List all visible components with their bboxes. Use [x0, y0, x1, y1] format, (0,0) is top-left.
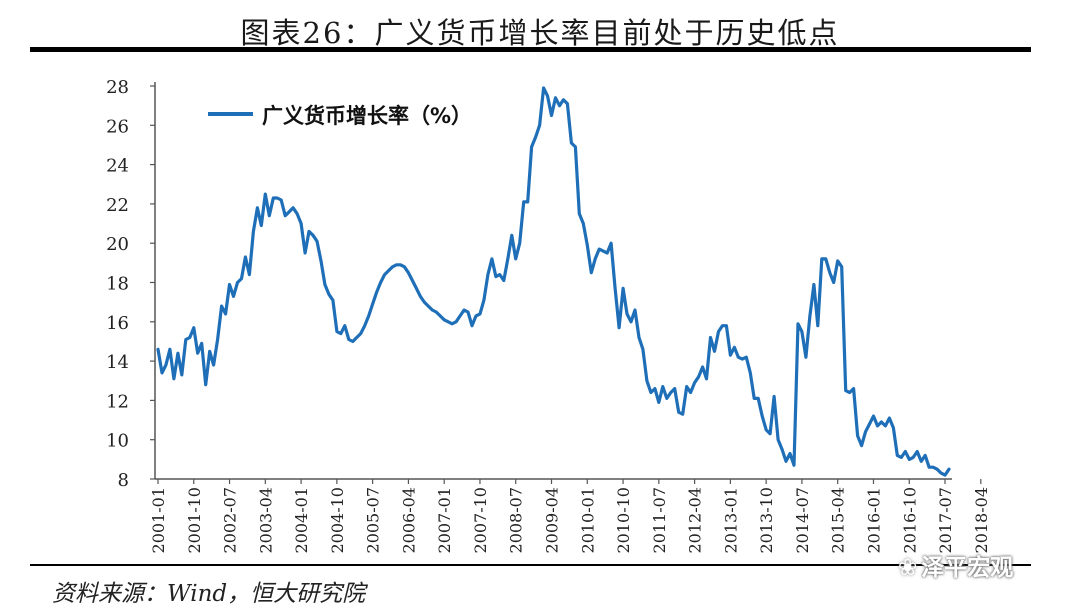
source-note: 资料来源：Wind，恒大研究院: [52, 581, 366, 607]
x-tick-label: 2010-10: [614, 487, 633, 553]
y-tick-label: 10: [106, 431, 129, 452]
x-tick-label: 2001-01: [149, 487, 168, 553]
x-tick-label: 2018-04: [972, 487, 991, 553]
x-tick-label: 2007-10: [471, 487, 490, 553]
line-chart: 8 10 12 14 16 18 20 22 24 26 28 2001-01 2001-10 2002…: [106, 77, 991, 553]
x-axis-ticks: 2001-01 2001-10 2002-07 2003-04 2004-01 2004-…: [149, 479, 991, 553]
y-axis-ticks: 8 10 12 14 16 18 20 22 24 26 28: [106, 77, 155, 491]
x-tick-label: 2002-07: [221, 487, 240, 553]
watermark: ❀ 泽平宏观: [898, 548, 1013, 582]
x-tick-label: 2009-04: [543, 487, 562, 553]
x-tick-label: 2004-01: [292, 487, 311, 553]
y-tick-label: 14: [106, 352, 129, 373]
watermark-label: 泽平宏观: [921, 555, 1014, 581]
x-tick-label: 2006-04: [399, 487, 418, 553]
x-tick-label: 2014-07: [793, 487, 812, 553]
x-tick-label: 2013-10: [757, 487, 776, 553]
x-tick-label: 2011-07: [650, 487, 669, 553]
title-divider: [30, 47, 1031, 52]
y-tick-label: 8: [118, 470, 129, 491]
x-tick-label: 2003-04: [256, 487, 275, 553]
y-tick-label: 16: [106, 313, 129, 334]
x-tick-label: 2017-07: [936, 487, 955, 553]
y-tick-label: 20: [106, 234, 129, 255]
x-tick-label: 2016-10: [900, 487, 919, 553]
y-tick-label: 24: [106, 156, 129, 177]
x-tick-label: 2007-01: [435, 487, 454, 553]
y-tick-label: 12: [106, 391, 129, 412]
x-tick-label: 2013-01: [721, 487, 740, 553]
series-layer: [156, 86, 951, 477]
x-tick-label: 2005-07: [364, 487, 383, 553]
wechat-icon: ❀: [898, 555, 918, 581]
legend-label: 广义货币增长率（%）: [262, 104, 472, 128]
y-tick-label: 22: [106, 195, 129, 216]
legend: 广义货币增长率（%）: [208, 104, 472, 128]
y-tick-label: 26: [106, 116, 129, 137]
x-tick-label: 2010-01: [578, 487, 597, 553]
y-tick-label: 28: [106, 77, 129, 98]
source-divider: [30, 564, 1031, 566]
x-tick-label: 2016-01: [864, 487, 883, 553]
x-tick-label: 2001-10: [185, 487, 204, 553]
x-tick-label: 2012-04: [686, 487, 705, 553]
x-tick-label: 2008-07: [507, 487, 526, 553]
x-tick-label: 2015-04: [829, 487, 848, 553]
x-tick-label: 2004-10: [328, 487, 347, 553]
y-tick-label: 18: [106, 274, 129, 295]
chart-axes: [154, 82, 952, 480]
chart-title: 图表26：广义货币增长率目前处于历史低点: [240, 16, 840, 50]
series-line-m2-growth: [156, 86, 951, 477]
